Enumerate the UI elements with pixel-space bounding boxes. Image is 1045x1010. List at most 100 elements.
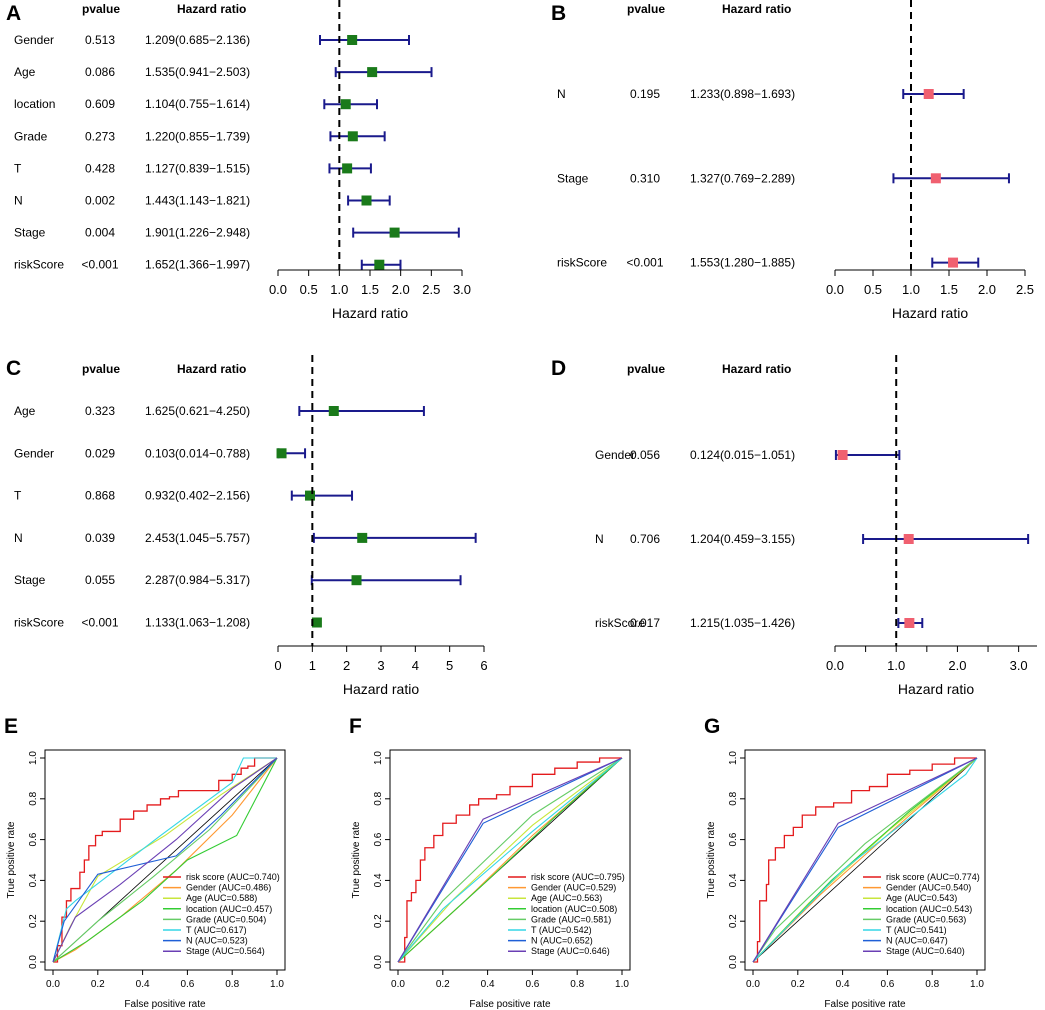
row-variable-name: riskScore — [14, 258, 64, 272]
hazard-ratio-marker — [930, 173, 941, 184]
hazard-ratio-marker — [903, 534, 914, 544]
row-variable-name: Stage — [14, 226, 46, 240]
roc-curve — [52, 757, 278, 963]
legend-entry: Stage (AUC=0.564) — [186, 946, 265, 956]
y-axis-title: True positive rate — [351, 821, 362, 898]
row-variable-name: riskScore — [14, 616, 64, 630]
roc-curve — [753, 757, 977, 963]
roc-panel-g: G 0.0 0.2 0.4 0.6 0.8 1.0 0.0 0.2 0.4 0.6 0.8 1.0 Fal… — [700, 705, 1045, 1010]
row-pvalue: 0.195 — [630, 87, 660, 101]
legend-entry: Grade (AUC=0.581) — [531, 914, 611, 924]
y-tick-label: 0.2 — [373, 914, 384, 928]
x-tick-label: 0.0 — [269, 282, 287, 297]
x-tick-label: 2 — [343, 658, 350, 673]
x-axis-title: Hazard ratio — [332, 305, 408, 321]
roc-curve — [752, 757, 978, 963]
y-tick-label: 0.6 — [373, 832, 384, 846]
y-tick-label: 1.0 — [373, 751, 384, 765]
x-tick-label: 0.4 — [481, 979, 495, 990]
roc-curve — [752, 757, 978, 963]
roc-curve — [397, 757, 623, 963]
x-tick-label: 0.4 — [836, 979, 850, 990]
roc-curve — [397, 757, 623, 963]
y-axis-title: True positive rate — [6, 821, 17, 898]
x-tick-label: 0.6 — [180, 979, 194, 990]
legend-entry: Grade (AUC=0.504) — [186, 914, 266, 924]
row-pvalue: 0.428 — [85, 161, 115, 175]
hazard-ratio-marker — [904, 618, 915, 628]
roc-curve — [52, 757, 278, 963]
row-hazard-ratio-text: 1.652(1.366−1.997) — [145, 258, 250, 272]
row-variable-name: Stage — [14, 573, 46, 587]
x-tick-label: 1.0 — [902, 282, 920, 297]
roc-curve — [752, 757, 978, 963]
roc-curve — [398, 757, 622, 963]
row-variable-name: T — [14, 161, 22, 175]
y-tick-label: 0.4 — [28, 873, 39, 887]
legend-entry: N (AUC=0.523) — [186, 936, 248, 946]
row-hazard-ratio-text: 1.553(1.280−1.885) — [690, 256, 795, 270]
row-pvalue: 0.310 — [630, 171, 660, 185]
x-tick-label: 3.0 — [453, 282, 471, 297]
x-tick-label: 1.0 — [970, 979, 984, 990]
row-pvalue: 0.323 — [85, 404, 115, 418]
panel-letter: B — [551, 2, 566, 25]
row-pvalue: <0.001 — [81, 616, 118, 630]
y-tick-label: 0.0 — [373, 955, 384, 969]
legend-entry: location (AUC=0.457) — [186, 904, 272, 914]
legend-entry: Stage (AUC=0.640) — [886, 946, 965, 956]
panel-letter: G — [704, 715, 720, 738]
header-pvalue: pvalue — [627, 2, 665, 16]
row-variable-name: N — [14, 194, 23, 208]
y-tick-label: 0.6 — [28, 832, 39, 846]
hazard-ratio-marker — [347, 131, 358, 142]
x-tick-label: 0.8 — [925, 979, 939, 990]
legend-entry: Gender (AUC=0.486) — [186, 883, 271, 893]
row-variable-name: Age — [14, 404, 36, 418]
panel-letter: F — [349, 715, 362, 738]
x-axis-title: Hazard ratio — [343, 681, 419, 697]
header-hazard-ratio: Hazard ratio — [177, 2, 246, 16]
row-variable-name: T — [14, 489, 22, 503]
hazard-ratio-marker — [351, 575, 362, 586]
x-tick-label: 0.2 — [436, 979, 450, 990]
row-hazard-ratio-text: 1.133(1.063−1.208) — [145, 616, 250, 630]
x-tick-label: 0.0 — [826, 658, 844, 673]
x-tick-label: 1.0 — [615, 979, 629, 990]
header-hazard-ratio: Hazard ratio — [177, 362, 246, 376]
legend-entry: risk score (AUC=0.774) — [886, 872, 980, 882]
row-hazard-ratio-text: 1.535(0.941−2.503) — [145, 65, 250, 79]
x-tick-label: 3.0 — [1010, 658, 1028, 673]
x-tick-label: 0.5 — [300, 282, 318, 297]
hazard-ratio-marker — [311, 617, 322, 628]
panel-letter: D — [551, 357, 566, 380]
hazard-ratio-marker — [340, 99, 351, 110]
x-tick-label: 1.5 — [361, 282, 379, 297]
header-pvalue: pvalue — [627, 362, 665, 376]
x-tick-label: 5 — [446, 658, 453, 673]
legend-entry: T (AUC=0.541) — [886, 925, 947, 935]
row-hazard-ratio-text: 1.233(0.898−1.693) — [690, 87, 795, 101]
x-axis-title: False positive rate — [469, 999, 551, 1010]
row-hazard-ratio-text: 1.220(0.855−1.739) — [145, 129, 250, 143]
legend-entry: location (AUC=0.508) — [531, 904, 617, 914]
row-variable-name: N — [14, 531, 23, 545]
legend-entry: Stage (AUC=0.646) — [531, 946, 610, 956]
row-variable-name: Grade — [14, 129, 48, 143]
y-tick-label: 0.0 — [728, 955, 739, 969]
x-tick-label: 0.2 — [791, 979, 805, 990]
x-tick-label: 6 — [480, 658, 487, 673]
x-axis-title: False positive rate — [124, 999, 206, 1010]
row-pvalue: 0.609 — [85, 97, 115, 111]
y-tick-label: 0.2 — [728, 914, 739, 928]
roc-curve — [397, 757, 623, 963]
row-variable-name: Gender — [595, 448, 635, 462]
row-variable-name: N — [557, 87, 566, 101]
row-variable-name: location — [14, 97, 55, 111]
y-axis-title: True positive rate — [706, 821, 717, 898]
x-tick-label: 2.5 — [1016, 282, 1034, 297]
hazard-ratio-marker — [276, 448, 287, 459]
x-tick-label: 0.2 — [91, 979, 105, 990]
roc-plot-f: F 0.0 0.2 0.4 0.6 0.8 1.0 0.0 0.2 0.4 0.6 0.8 1.0 Fal… — [349, 715, 631, 1010]
